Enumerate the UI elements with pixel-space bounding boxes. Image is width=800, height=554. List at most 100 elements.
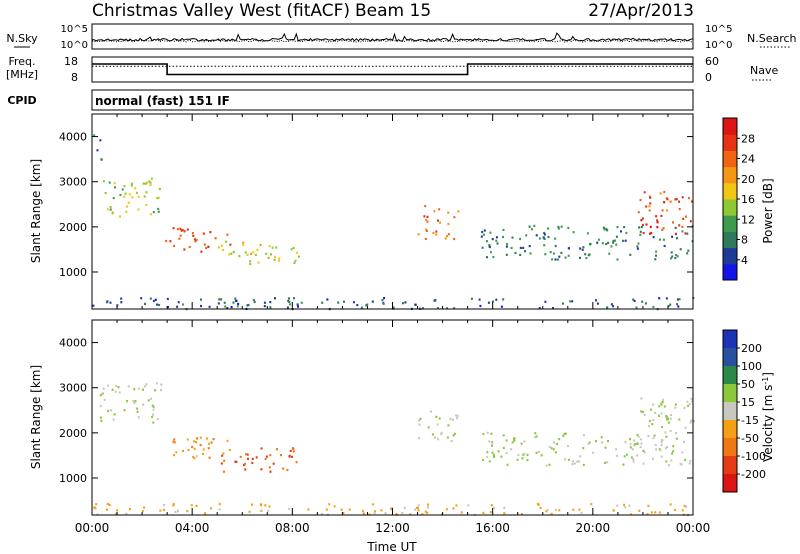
echo-cell-2: [169, 240, 172, 243]
echo-cell-7: [446, 307, 448, 310]
echo-cell-1: [150, 177, 153, 180]
echo-cell-4: [631, 448, 634, 451]
echo-cell-5: [660, 402, 663, 405]
velocity-y-axis: 1000 2000 3000 4000: [59, 337, 693, 485]
echo-cell-0: [137, 387, 140, 390]
echo-cell-2: [269, 454, 272, 457]
colorbar-swatch: [723, 166, 737, 184]
colorbar-swatch: [723, 384, 737, 403]
colorbar-swatch: [723, 182, 737, 200]
echo-cell-1: [222, 452, 225, 455]
echo-cell-7: [116, 304, 119, 307]
echo-cell-6: [129, 508, 131, 511]
echo-cell-7: [552, 307, 554, 310]
echo-cell-4: [684, 458, 687, 461]
echo-cell-7: [218, 298, 221, 301]
time-axis-label: Time UT: [366, 540, 417, 554]
echo-cell-0: [93, 134, 96, 137]
echo-cell-3: [435, 415, 438, 418]
echo-cell-3: [438, 417, 441, 420]
echo-cell-5: [511, 236, 514, 239]
colorbar-swatch: [723, 348, 737, 367]
echo-cell-0: [117, 386, 120, 389]
echo-cell-6: [674, 232, 677, 235]
echo-cell-6: [638, 509, 641, 512]
nsky-right-tick-bottom: 10^0: [705, 40, 732, 51]
echo-cell-4: [653, 434, 656, 437]
velocity-plot-background: [92, 320, 693, 515]
echo-cell-4: [667, 464, 670, 467]
colorbar-swatch: [723, 134, 737, 151]
colorbar-tick-label: 20: [741, 173, 755, 186]
echo-cell-5: [506, 243, 508, 246]
echo-cell-4: [438, 208, 441, 211]
echo-cell-3: [452, 434, 455, 437]
echo-cell-1: [149, 181, 152, 184]
echo-cell-7: [422, 307, 424, 310]
echo-cell-6: [426, 511, 429, 514]
echo-cell-6: [623, 503, 626, 506]
nave-right-tick-bottom: 0: [705, 71, 712, 84]
echo-cell-5: [654, 411, 656, 414]
echo-cell-6: [415, 506, 418, 509]
echo-cell-6: [141, 510, 144, 513]
nsearch-trace: [91, 39, 694, 43]
echo-cell-3: [446, 436, 449, 439]
echo-cell-4: [652, 457, 654, 460]
echo-cell-7: [596, 302, 599, 305]
echo-cell-4: [582, 434, 585, 437]
echo-cell-6: [401, 512, 404, 515]
echo-cell-5: [505, 245, 508, 248]
echo-cell-6: [649, 225, 652, 228]
echo-cell-5: [650, 408, 653, 411]
echo-cell-4: [506, 463, 509, 466]
echo-cell-3: [418, 423, 421, 426]
echo-cell-4: [486, 431, 489, 434]
echo-cell-6: [656, 226, 659, 229]
echo-cell-3: [293, 261, 296, 264]
echo-cell-0: [107, 409, 110, 412]
echo-cell-3: [431, 433, 434, 436]
echo-cell-2: [205, 246, 208, 250]
echo-cell-3: [437, 438, 439, 441]
echo-cell-4: [615, 448, 617, 451]
echo-cell-5: [579, 247, 582, 250]
echo-cell-0: [136, 410, 139, 413]
echo-cell-7: [286, 306, 289, 309]
colorbar-tick-label: 4: [741, 254, 748, 267]
echo-cell-4: [587, 442, 590, 445]
echo-cell-7: [371, 300, 374, 303]
echo-cell-3: [238, 255, 241, 258]
echo-cell-1: [109, 208, 112, 211]
echo-cell-4: [595, 440, 597, 443]
echo-cell-1: [212, 438, 215, 441]
echo-cell-3: [268, 245, 271, 248]
echo-cell-5: [681, 230, 684, 233]
echo-cell-4: [567, 458, 570, 461]
cpid-program: normal (fast) 151 IF: [95, 94, 230, 108]
echo-cell-7: [433, 299, 436, 302]
echo-cell-1: [127, 201, 130, 204]
echo-cell-6: [143, 506, 146, 509]
echo-cell-2: [223, 459, 226, 462]
echo-cell-0: [107, 384, 110, 387]
echo-cell-3: [232, 251, 235, 254]
echo-cell-6: [159, 509, 162, 512]
echo-cell-5: [623, 226, 626, 229]
echo-cell-7: [120, 297, 123, 300]
echo-cell-4: [629, 446, 632, 449]
echo-cell-0: [112, 418, 115, 421]
echo-cell-5: [616, 226, 619, 229]
echo-cell-6: [328, 503, 331, 506]
echo-cell-5: [584, 253, 587, 256]
echo-cell-6: [204, 512, 207, 515]
echo-cell-7: [208, 305, 211, 308]
echo-cell-5: [505, 253, 508, 256]
echo-cell-2: [183, 248, 186, 251]
echo-cell-6: [637, 211, 640, 214]
echo-cell-4: [482, 458, 484, 462]
echo-cell-5: [496, 242, 499, 245]
echo-cell-1: [187, 448, 190, 452]
colorbar-tick-label: -15: [741, 414, 759, 427]
colorbar-swatch: [723, 215, 737, 232]
